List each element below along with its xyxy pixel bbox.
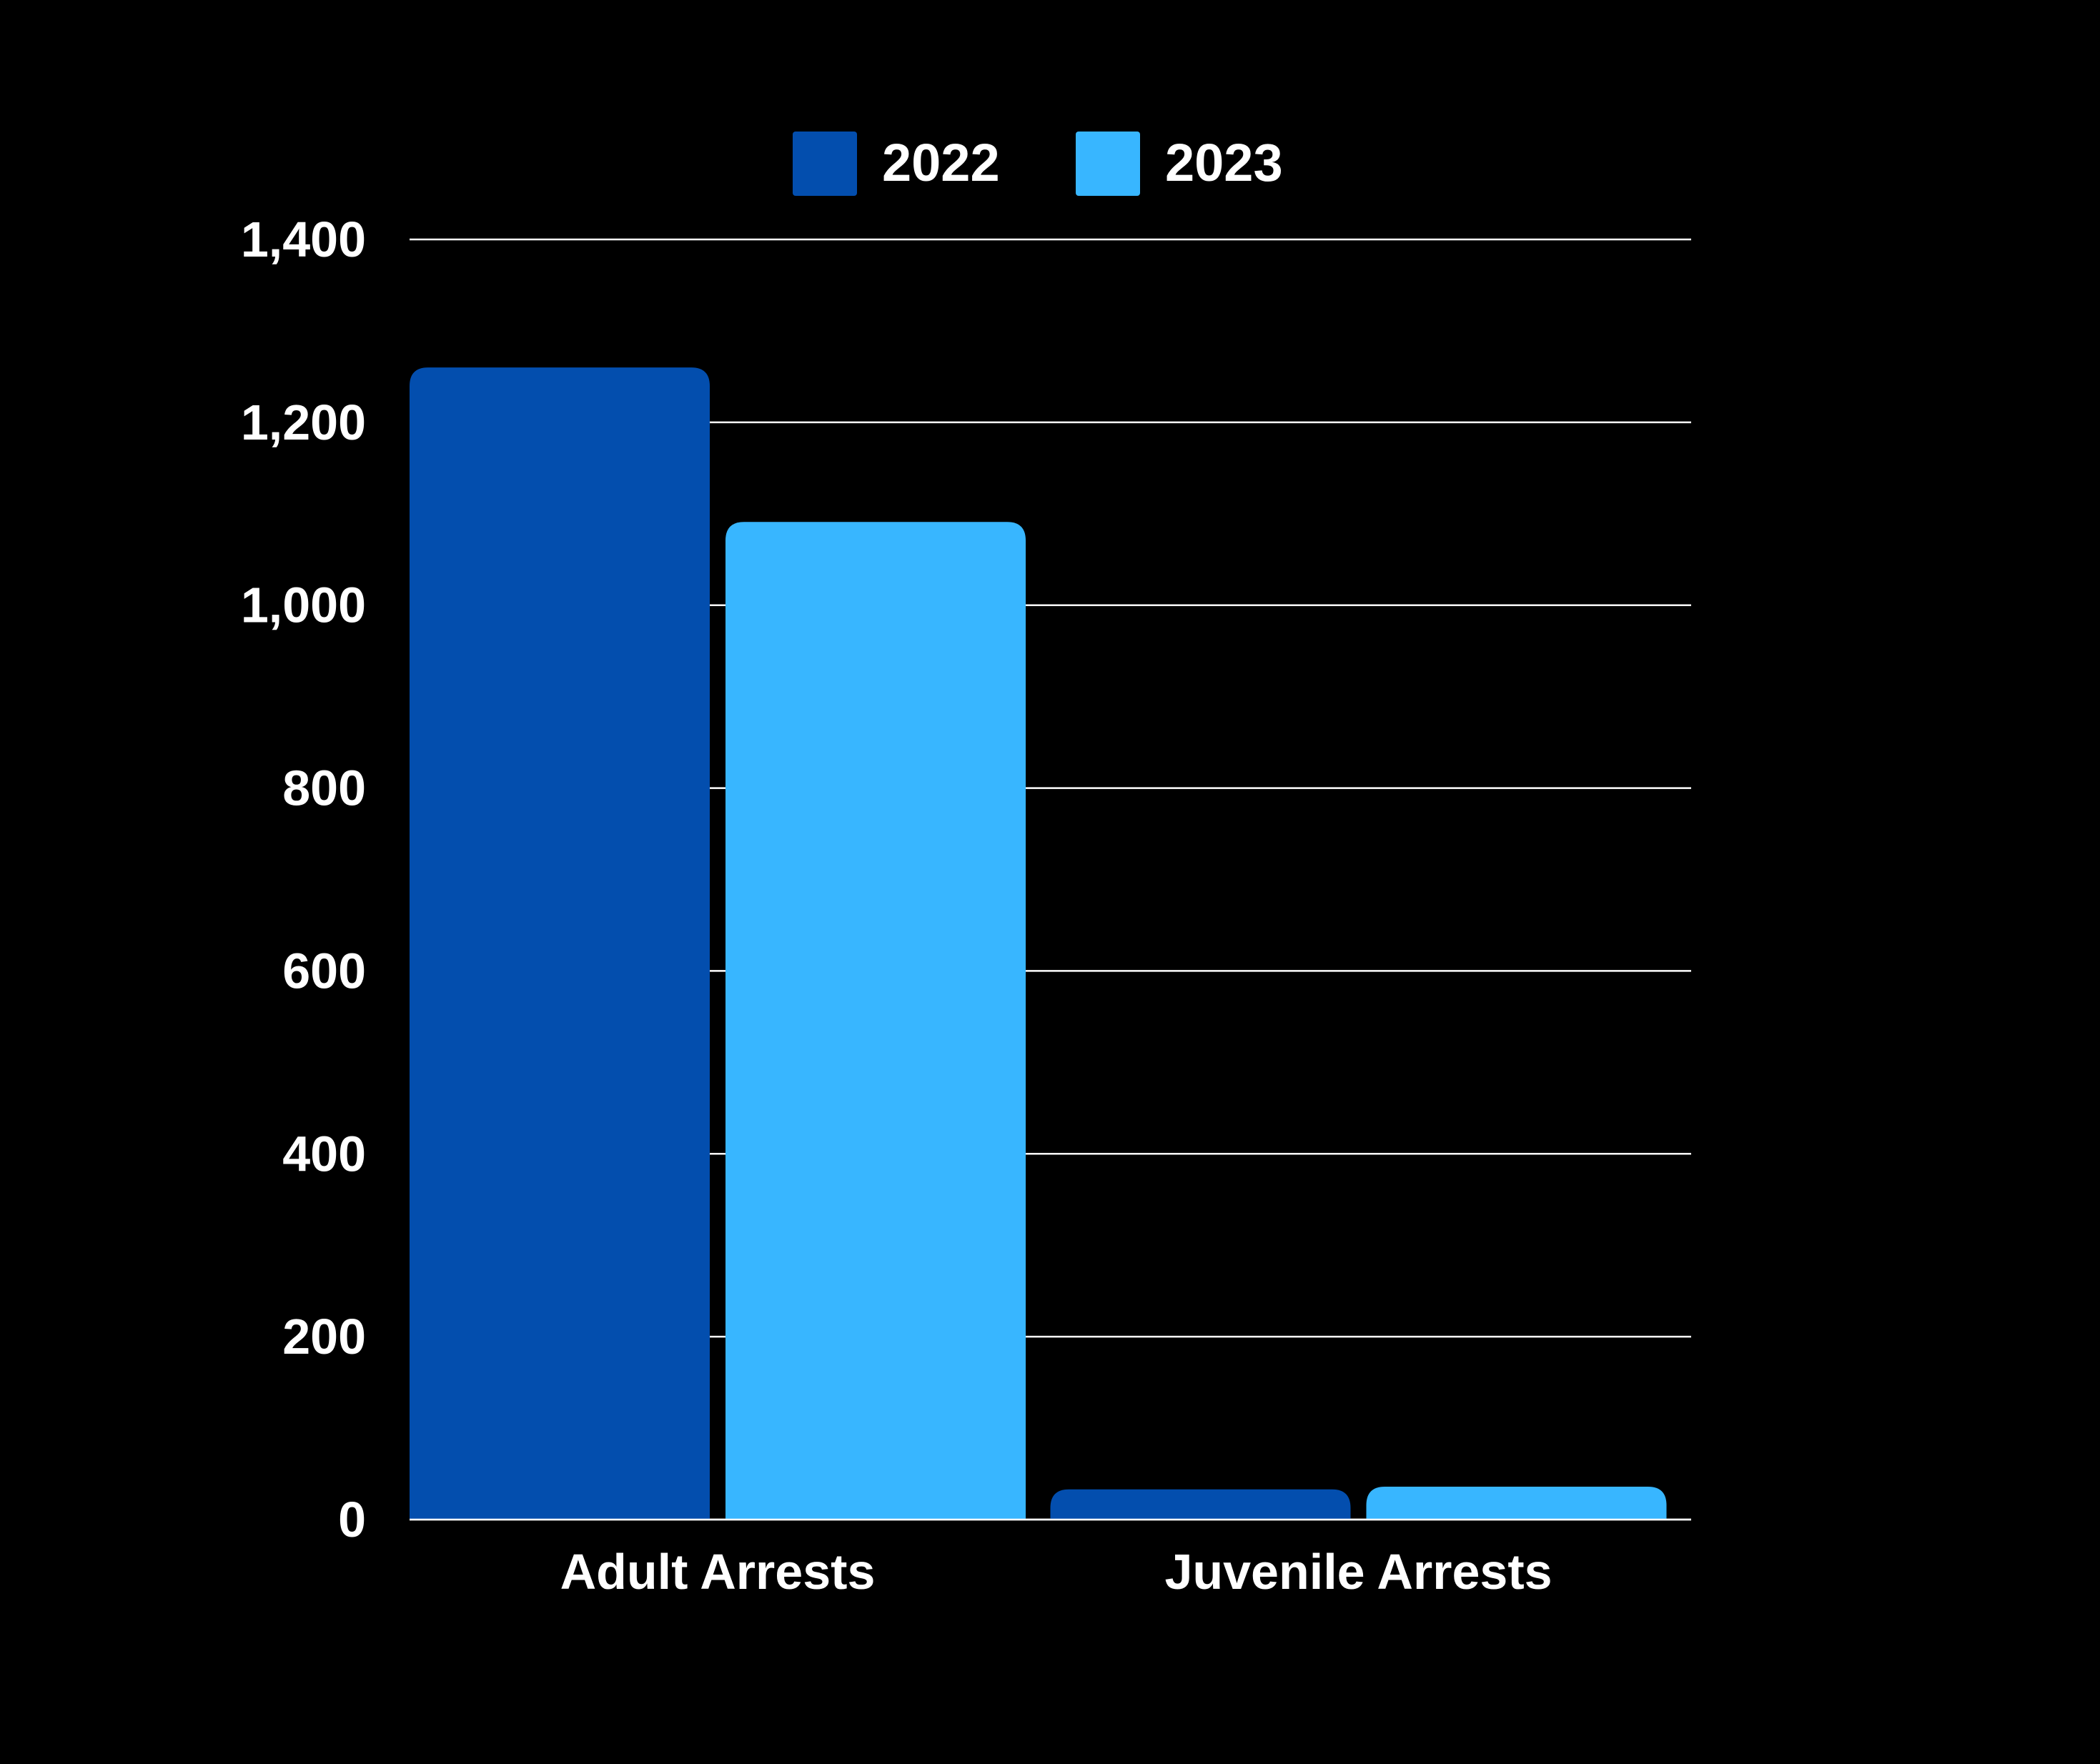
legend-label: 2023	[1165, 133, 1283, 192]
legend-swatch-2023	[1076, 132, 1140, 196]
legend: 2022 2023	[793, 132, 1283, 196]
legend-swatch-2022	[793, 132, 857, 196]
bar-2023-0	[725, 522, 1026, 1520]
y-tick-label: 600	[282, 943, 366, 999]
bars	[410, 367, 1691, 1521]
y-axis: 0 200 400 600 800 1,000 1,200 1,400	[241, 212, 366, 1547]
y-tick-label: 800	[282, 760, 366, 816]
bar-2023-1	[1366, 1486, 1667, 1520]
legend-label: 2022	[882, 133, 1000, 192]
y-tick-label: 1,000	[241, 578, 366, 633]
x-axis: Adult Arrests Juvenile Arrests	[560, 1544, 1552, 1600]
bar-2022-0	[410, 367, 710, 1520]
bar-2022-1	[1050, 1489, 1351, 1520]
y-tick-label: 200	[282, 1309, 366, 1364]
x-category-label: Adult Arrests	[560, 1544, 876, 1600]
y-tick-label: 400	[282, 1126, 366, 1181]
y-tick-label: 1,400	[241, 212, 366, 267]
x-category-label: Juvenile Arrests	[1164, 1544, 1552, 1600]
y-tick-label: 0	[338, 1492, 366, 1547]
y-tick-label: 1,200	[241, 395, 366, 450]
